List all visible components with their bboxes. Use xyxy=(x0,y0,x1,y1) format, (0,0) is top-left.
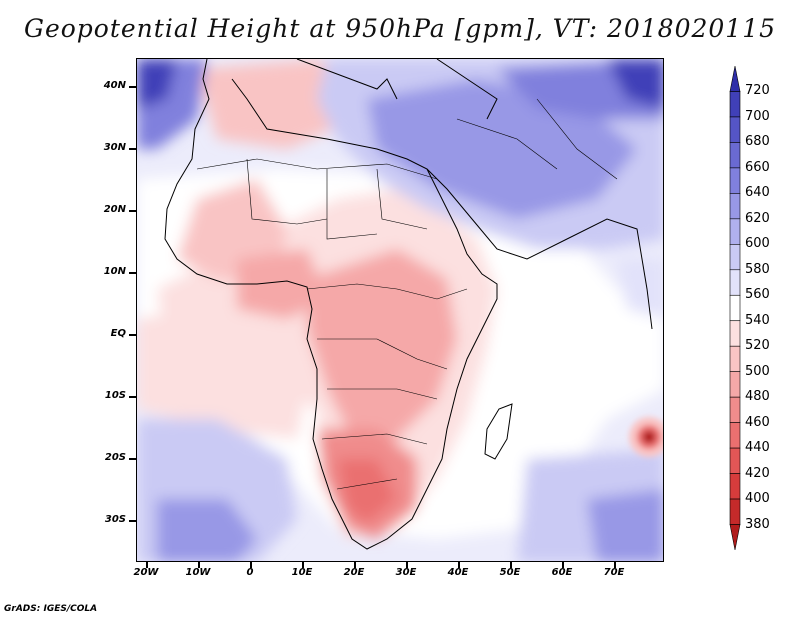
lat-label-40n: 40N xyxy=(103,80,126,91)
colorbar-swatch xyxy=(729,193,741,220)
colorbar xyxy=(729,65,741,554)
lat-label-10s: 10S xyxy=(104,390,126,401)
colorbar-level-label: 440 xyxy=(745,440,770,456)
lon-tick xyxy=(406,562,408,568)
lon-tick xyxy=(354,562,356,568)
lon-label-0: 0 xyxy=(246,567,254,578)
map-plot-area xyxy=(136,58,664,562)
lon-label-30e: 30E xyxy=(395,567,417,578)
lat-label-20s: 20S xyxy=(104,452,126,463)
lon-label-20w: 20W xyxy=(133,567,159,578)
lon-tick xyxy=(458,562,460,568)
colorbar-level-label: 620 xyxy=(745,210,770,226)
low-pressure-center xyxy=(629,417,663,457)
lat-label-30s: 30S xyxy=(104,514,126,525)
lat-tick xyxy=(129,520,136,522)
colorbar-swatch xyxy=(729,498,741,525)
colorbar-swatch xyxy=(729,396,741,423)
lon-tick xyxy=(250,562,252,568)
lat-label-10n: 10N xyxy=(103,266,126,277)
colorbar-level-label: 640 xyxy=(745,185,770,201)
country-borders xyxy=(196,98,618,490)
colorbar-level-label: 460 xyxy=(745,414,770,430)
colorbar-level-label: 680 xyxy=(745,134,770,150)
colorbar-swatch xyxy=(729,524,741,551)
colorbar-level-label: 520 xyxy=(745,338,770,354)
lon-label-40e: 40E xyxy=(447,567,469,578)
grads-credit: GrADS: IGES/COLA xyxy=(4,604,98,614)
lat-tick xyxy=(129,148,136,150)
lon-tick xyxy=(146,562,148,568)
colorbar-level-label: 600 xyxy=(745,236,770,252)
lat-tick xyxy=(129,458,136,460)
colorbar-swatch xyxy=(729,167,741,194)
colorbar-swatch xyxy=(729,294,741,322)
geopotential-field xyxy=(137,59,663,561)
colorbar-swatch xyxy=(729,142,741,169)
colorbar-swatch xyxy=(729,116,741,143)
colorbar-level-label: 660 xyxy=(745,159,770,175)
colorbar-level-label: 480 xyxy=(745,389,770,405)
lat-tick xyxy=(129,396,136,398)
lat-tick xyxy=(129,210,136,212)
colorbar-swatch xyxy=(729,65,741,92)
lat-label-20n: 20N xyxy=(103,204,126,215)
colorbar-swatch xyxy=(729,320,741,347)
lon-label-20e: 20E xyxy=(343,567,365,578)
lon-label-60e: 60E xyxy=(551,567,573,578)
colorbar-level-label: 700 xyxy=(745,108,770,124)
map-title: Geopotential Height at 950hPa [gpm], VT:… xyxy=(23,14,777,43)
lon-tick xyxy=(302,562,304,568)
colorbar-swatch xyxy=(729,473,741,500)
lon-tick xyxy=(614,562,616,568)
colorbar-level-label: 720 xyxy=(745,83,770,99)
lon-tick xyxy=(562,562,564,568)
colorbar-level-label: 420 xyxy=(745,465,770,481)
colorbar-level-label: 400 xyxy=(745,491,770,507)
lat-label-eq: EQ xyxy=(110,328,126,339)
colorbar-swatch xyxy=(729,345,741,372)
colorbar-swatch xyxy=(729,218,741,245)
colorbar-swatch xyxy=(729,244,741,271)
colorbar-swatches xyxy=(729,65,741,551)
lon-tick xyxy=(510,562,512,568)
lat-tick xyxy=(129,86,136,88)
lat-label-30n: 30N xyxy=(103,142,126,153)
coastlines xyxy=(164,59,653,550)
colorbar-swatch xyxy=(729,371,741,398)
colorbar-swatch xyxy=(729,422,741,449)
lon-label-10w: 10W xyxy=(185,567,211,578)
lat-tick xyxy=(129,334,136,336)
lon-tick xyxy=(198,562,200,568)
colorbar-swatch xyxy=(729,91,741,118)
lat-tick xyxy=(129,272,136,274)
colorbar-level-label: 580 xyxy=(745,261,770,277)
lon-label-10e: 10E xyxy=(291,567,313,578)
colorbar-level-label: 560 xyxy=(745,287,770,303)
colorbar-swatch xyxy=(729,447,741,474)
lon-label-50e: 50E xyxy=(499,567,521,578)
colorbar-level-label: 500 xyxy=(745,363,770,379)
height-shading xyxy=(137,59,663,561)
lon-label-70e: 70E xyxy=(603,567,625,578)
colorbar-swatch xyxy=(729,269,741,296)
colorbar-level-label: 540 xyxy=(745,312,770,328)
colorbar-level-label: 380 xyxy=(745,516,770,532)
